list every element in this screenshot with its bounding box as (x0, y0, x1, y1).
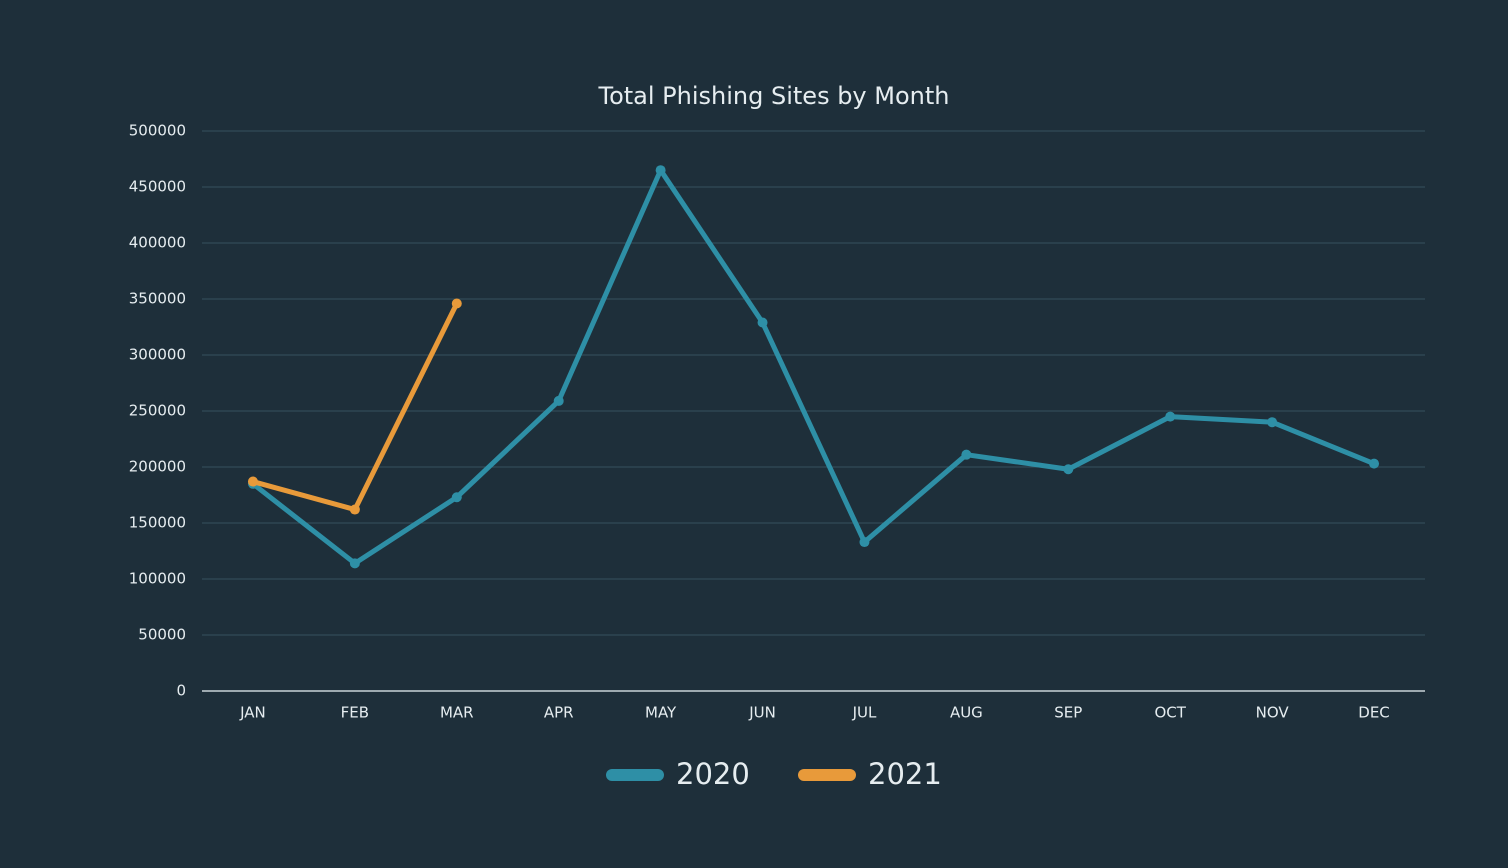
y-tick-label: 400000 (129, 234, 186, 252)
x-tick-label: NOV (1256, 704, 1290, 722)
y-tick-label: 250000 (129, 402, 186, 420)
y-tick-label: 150000 (129, 514, 186, 532)
x-tick-label: AUG (950, 704, 983, 722)
x-tick-label: APR (544, 704, 574, 722)
data-point (553, 395, 564, 406)
chart-title: Total Phishing Sites by Month (598, 82, 950, 110)
legend-label: 2021 (868, 757, 942, 791)
x-tick-label: FEB (341, 704, 369, 722)
data-point (247, 476, 258, 487)
data-point (655, 165, 666, 176)
x-tick-label: MAY (645, 704, 677, 722)
x-tick-label: JUL (852, 704, 877, 722)
data-point (1267, 417, 1278, 428)
x-tick-label: MAR (440, 704, 474, 722)
y-tick-label: 450000 (129, 178, 186, 196)
y-tick-label: 100000 (129, 570, 186, 588)
y-tick-label: 500000 (129, 122, 186, 140)
data-point (1369, 458, 1380, 469)
y-tick-label: 350000 (129, 290, 186, 308)
data-point (349, 558, 360, 569)
data-point (757, 317, 768, 328)
y-tick-label: 50000 (138, 626, 186, 644)
data-point (961, 449, 972, 460)
y-tick-label: 200000 (129, 458, 186, 476)
x-tick-label: JAN (239, 704, 266, 722)
legend-label: 2020 (676, 757, 750, 791)
data-point (349, 504, 360, 515)
data-point (451, 298, 462, 309)
x-tick-label: JUN (748, 704, 776, 722)
data-point (451, 492, 462, 503)
series-line (250, 167, 1377, 566)
data-point (859, 537, 870, 548)
x-tick-label: OCT (1154, 704, 1186, 722)
x-tick-label: SEP (1054, 704, 1082, 722)
y-tick-label: 300000 (129, 346, 186, 364)
data-point (1165, 411, 1176, 422)
x-tick-label: DEC (1358, 704, 1390, 722)
data-point (1063, 464, 1074, 475)
y-tick-label: 0 (176, 682, 186, 700)
